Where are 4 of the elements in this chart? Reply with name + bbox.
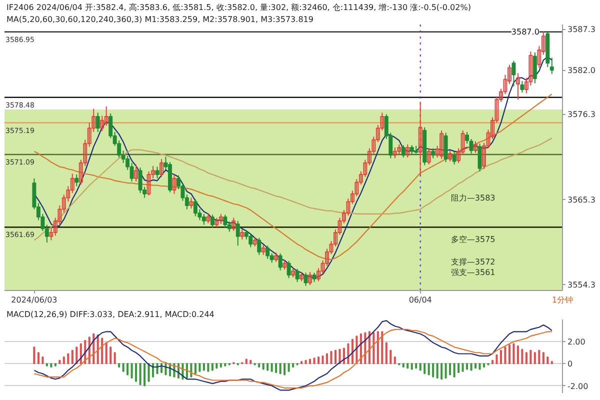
chart-title: MACD(12,26,9) DIFF:3.033, DEA:2.911, MACD:0.244 xyxy=(6,310,214,319)
y-tick-label: 0 xyxy=(568,360,573,369)
y-tick-label: -2.00 xyxy=(568,382,588,391)
y-tick-label: 2.00 xyxy=(568,338,586,347)
